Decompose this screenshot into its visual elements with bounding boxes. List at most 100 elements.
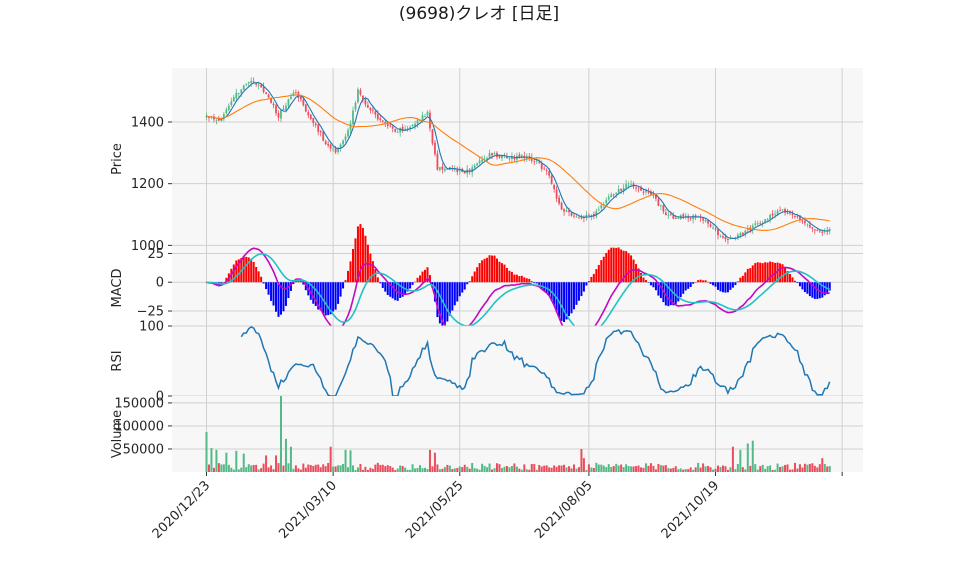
volume-bar-165 [615, 463, 618, 472]
candle-body-188 [672, 215, 675, 219]
macd-hist-bar-193 [684, 282, 687, 291]
macd-hist-bar-68 [374, 269, 377, 283]
candle-body-218 [746, 228, 749, 231]
macd-hist-bar-236 [791, 277, 794, 283]
candle-body-27 [272, 103, 275, 106]
macd-hist-bar-146 [568, 282, 571, 317]
candle-body-57 [347, 130, 349, 137]
xtick-label-3: 2021/08/05 [532, 478, 596, 542]
candle-body-234 [786, 212, 789, 214]
candle-body-185 [664, 212, 667, 216]
volume-bar-125 [515, 466, 518, 472]
candle-body-195 [689, 218, 692, 219]
candle-body-182 [657, 199, 660, 206]
macd-hist-bar-200 [702, 280, 705, 283]
macd-hist-bar-22 [260, 276, 263, 283]
macd-hist-bar-101 [456, 282, 459, 302]
volume-bar-61 [356, 467, 359, 472]
macd-hist-bar-52 [334, 282, 337, 310]
macd-hist-bar-95 [441, 282, 444, 327]
macd-panel: 25 0 −25 MACD [110, 224, 863, 340]
candle-body-14 [240, 89, 243, 94]
volume-bar-251 [828, 466, 831, 472]
volume-bar-44 [314, 464, 317, 472]
volume-bar-15 [242, 453, 245, 472]
macd-hist-bar-215 [739, 277, 742, 283]
macd-hist-bar-149 [575, 282, 578, 305]
candle-body-52 [334, 148, 337, 153]
candle-body-81 [406, 128, 409, 130]
candle-body-150 [578, 217, 580, 219]
candle-body-171 [630, 183, 632, 185]
volume-bar-58 [349, 450, 352, 472]
ma-long-line [206, 94, 830, 231]
volume-bar-94 [438, 469, 441, 472]
rsi-ytick-label-1: 0 [156, 390, 164, 405]
macd-hist-bar-105 [466, 282, 469, 285]
candle-body-138 [548, 171, 551, 176]
candle-body-160 [602, 204, 605, 205]
volume-bar-152 [582, 458, 585, 472]
macd-hist-bar-231 [779, 263, 782, 283]
macd-hist-bar-108 [473, 271, 476, 283]
volume-bar-222 [756, 469, 759, 472]
macd-hist-bar-223 [759, 262, 762, 283]
candle-body-69 [376, 114, 379, 120]
volume-bar-142 [558, 465, 561, 472]
macd-hist-bar-81 [406, 282, 409, 292]
macd-hist-bar-71 [381, 282, 384, 288]
macd-hist-bar-59 [351, 249, 354, 283]
macd-hist-bar-176 [642, 277, 645, 283]
volume-bar-219 [749, 465, 752, 472]
candle-body-28 [275, 105, 277, 114]
macd-ytick-label-1: 0 [156, 276, 164, 291]
candle-body-19 [252, 81, 255, 83]
candle-body-88 [424, 115, 426, 117]
volume-bar-126 [518, 468, 521, 472]
candle-body-230 [776, 210, 779, 215]
volume-bar-166 [617, 465, 620, 472]
volume-bar-209 [724, 466, 727, 472]
candle-body-113 [486, 158, 488, 161]
macd-hist-bar-120 [503, 264, 506, 283]
macd-hist-bar-97 [446, 282, 449, 322]
candle-body-54 [339, 144, 342, 149]
macd-hist-bar-96 [443, 282, 446, 325]
macd-hist-bar-28 [275, 282, 278, 312]
macd-hist-bar-16 [245, 256, 248, 283]
candle-body-192 [682, 214, 685, 217]
macd-hist-bar-165 [615, 247, 618, 283]
volume-bar-18 [250, 465, 253, 472]
macd-hist-bar-60 [354, 238, 357, 283]
macd-hist-bar-180 [652, 282, 655, 288]
candle-body-251 [828, 229, 831, 231]
macd-line [206, 247, 830, 340]
macd-hist-bar-170 [627, 253, 630, 283]
volume-bar-196 [692, 469, 695, 472]
volume-bar-28 [275, 455, 278, 472]
volume-bar-23 [262, 463, 265, 472]
macd-hist-bar-207 [719, 282, 722, 292]
volume-bar-193 [684, 469, 687, 472]
volume-bar-189 [674, 466, 677, 472]
volume-bar-6 [220, 464, 223, 472]
ma-short-line [206, 82, 830, 240]
candle-body-30 [280, 110, 282, 119]
candle-body-9 [227, 105, 230, 110]
candle-body-45 [317, 124, 320, 132]
volume-bar-66 [369, 467, 372, 472]
macd-hist-bar-115 [491, 255, 494, 283]
candle-body-42 [309, 114, 312, 120]
volume-bar-200 [702, 463, 705, 472]
candle-body-60 [354, 102, 357, 110]
volume-bar-167 [620, 464, 623, 472]
volume-bar-9 [227, 464, 230, 472]
volume-bar-171 [630, 466, 633, 472]
volume-bar-201 [704, 466, 707, 472]
volume-bar-186 [667, 468, 670, 472]
candle-body-228 [771, 213, 774, 216]
volume-bar-129 [525, 469, 528, 472]
macd-hist-bar-243 [808, 282, 811, 297]
volume-bar-191 [679, 468, 682, 472]
candle-body-29 [277, 112, 280, 118]
